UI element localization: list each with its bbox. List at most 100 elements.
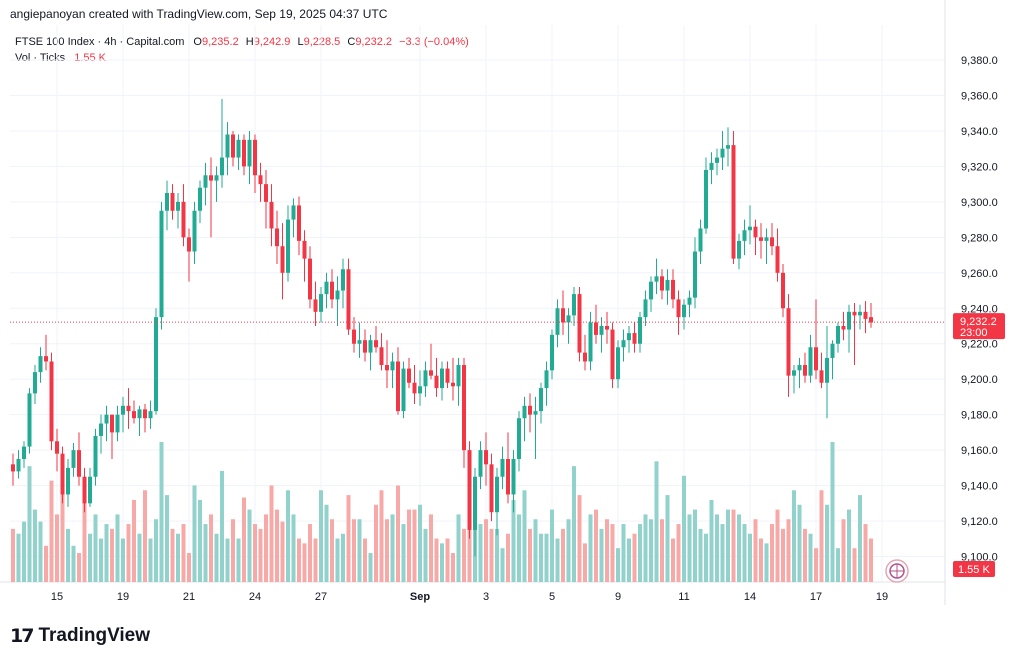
open-value: 9,235.2 [201,36,239,48]
candle-body [396,361,400,412]
volume-bar [357,519,362,582]
candle-body [445,368,450,383]
price-tick-label: 9,380.0 [961,55,998,67]
candle-body [379,347,384,366]
low-label: L [297,36,304,48]
volume-bars [11,442,873,582]
volume-bar [748,533,752,582]
volume-bar [115,514,120,582]
candle-body [99,423,103,436]
volume-bar [258,528,263,582]
volume-bar [330,519,334,582]
candle-body [836,326,840,344]
volume-bar [533,519,538,582]
legend-volume-row: Vol · Ticks 1.55 K [15,50,469,66]
volume-bar [440,543,444,582]
volume-bar [110,528,114,582]
price-tick-label: 9,280.0 [961,232,998,244]
candle-body [830,343,835,358]
volume-bar [137,533,142,582]
volume-bar [451,553,455,582]
candle-body [863,311,868,319]
volume-bar [324,504,329,582]
volume-bar [687,514,692,582]
volume-bar [649,519,653,582]
candle-body [60,453,65,495]
volume-bar [704,533,708,582]
volume-bar [869,538,873,582]
volume-bar [550,509,554,582]
candle-body [682,304,686,318]
candle-body [467,450,472,530]
volume-bar [638,524,642,582]
candle-body [638,317,642,344]
candle-body [451,382,455,387]
candle-body [280,246,285,273]
candle-body [275,228,279,247]
candle-body [786,308,791,376]
volume-bar [236,538,241,582]
price-tick-label: 9,200.0 [961,374,998,386]
candle-body [704,169,708,229]
candle-body [132,411,136,419]
candle-body [550,334,554,371]
tradingview-logo[interactable]: 17 TradingView [10,625,150,647]
candle-body [555,308,560,335]
volume-bar [181,524,186,582]
volume-bar [511,499,516,582]
candle-body [352,329,356,344]
volume-bar [401,524,406,582]
volume-bar [77,553,81,582]
volume-bar [231,519,235,582]
candle-body [748,226,752,231]
candle-body [632,333,637,344]
candle-body [269,201,274,229]
time-tick-label: 3 [483,591,489,603]
candle-body [599,326,604,335]
volume-bar [605,519,609,582]
candle-body [583,352,587,362]
volume-bar [132,499,136,582]
candle-body [225,134,230,158]
price-tick-label: 9,160.0 [961,445,998,457]
volume-bar [192,485,197,582]
candle-body [665,279,670,291]
volume-bar [176,533,180,582]
volume-value: 1.55 K [74,52,106,64]
volume-bar [396,485,400,582]
candles [11,99,873,557]
volume-bar [572,466,576,582]
candle-body [517,418,521,460]
candle-body [335,290,340,300]
candle-body [291,205,296,220]
volume-bar [154,519,158,582]
candle-body [176,201,180,211]
candle-body [577,294,582,353]
volume-bar [66,528,70,582]
candle-body [390,361,395,371]
candle-body [566,315,571,323]
volume-bar [225,538,230,582]
candle-body [319,294,323,312]
volume-bar [423,528,428,582]
volume-label[interactable]: Vol · Ticks [15,52,66,64]
volume-bar [830,442,835,582]
candle-body [715,157,719,163]
candle-body [841,326,846,330]
volume-bar [682,475,686,582]
candle-body [330,281,334,300]
volume-bar [847,509,851,582]
candle-body [610,329,615,380]
volume-bar [676,524,681,582]
candle-body [759,237,763,241]
volume-bar [506,533,510,582]
candle-body [407,368,411,383]
volume-bar [313,538,318,582]
volume-bar [49,480,54,582]
low-value: 9,228.5 [303,36,341,48]
volume-bar [275,509,279,582]
candle-body [528,405,532,415]
volume-bar [858,495,862,582]
candle-body [313,299,318,312]
